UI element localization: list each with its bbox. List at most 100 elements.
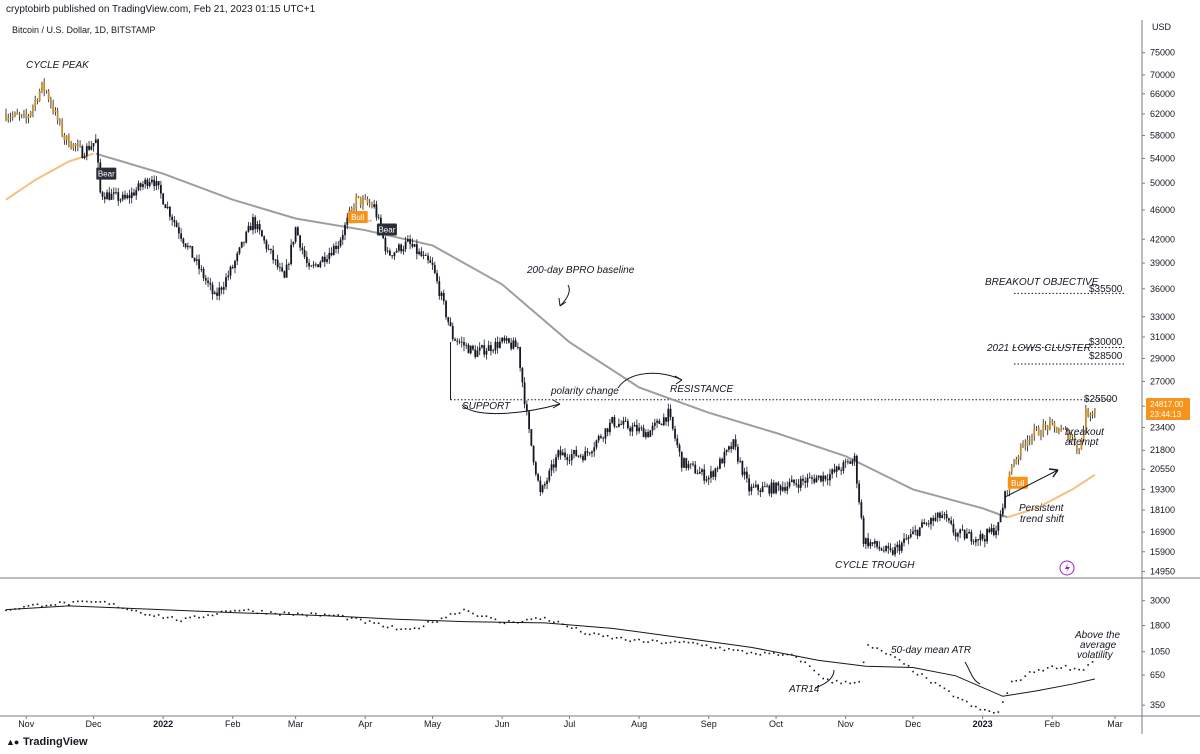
candle-body (685, 458, 688, 469)
candle-body (1026, 439, 1029, 446)
arrow-head (552, 399, 561, 409)
price-tick-label: 29000 (1150, 353, 1175, 363)
atr14-dot (939, 684, 941, 687)
candle-body (768, 485, 771, 494)
atr14-dot (112, 603, 115, 605)
candle-body (530, 429, 533, 446)
candle-body (548, 470, 551, 481)
candle-body (330, 252, 333, 256)
atr14-dot (144, 613, 146, 616)
candle-body (970, 531, 973, 542)
candle-body (43, 82, 46, 91)
candle-body (276, 259, 279, 268)
price-tick-label: 23400 (1150, 422, 1175, 432)
candle-body (775, 482, 777, 494)
candle-body (822, 475, 825, 482)
candle-body (721, 458, 724, 464)
level-label-28500: $28500 (1089, 351, 1123, 362)
candle-body (364, 198, 367, 200)
atr14-dot (81, 600, 84, 603)
candle-body (283, 271, 286, 278)
atr14-dot (148, 614, 151, 616)
candle-body (986, 529, 988, 542)
annotation-atr14: ATR14 (788, 684, 820, 695)
candle-body (525, 404, 528, 412)
candle-body (249, 226, 252, 231)
atr14-dot (458, 612, 461, 614)
lightning-bolt (1065, 563, 1070, 573)
atr14-dot (50, 604, 52, 606)
atr14-dot (243, 609, 245, 612)
candle-body (1084, 409, 1087, 430)
atr14-dot (95, 601, 97, 603)
candle-body (862, 517, 865, 545)
candle-body (184, 243, 187, 248)
price-tick-label: 46000 (1150, 205, 1175, 215)
candle-body (182, 238, 185, 244)
atr14-dot (68, 604, 70, 606)
candle-body (5, 113, 7, 120)
candle-body (478, 347, 481, 351)
atr-tick-label: 1050 (1150, 647, 1170, 657)
baseline-layer (5, 152, 1096, 519)
candle-body (739, 460, 742, 462)
candle-body (997, 522, 1000, 531)
candle-body (1078, 449, 1081, 451)
candle-body (278, 267, 281, 269)
candle-body (317, 264, 319, 268)
candle-body (321, 256, 324, 263)
atr14-dot (741, 650, 744, 652)
time-tick-label: Sep (701, 719, 717, 729)
level-label-35500: $35500 (1089, 284, 1123, 295)
candle-body (101, 192, 104, 197)
signal-tags: Bear Bull Bear Bull (96, 167, 1028, 489)
candle-body (1060, 428, 1063, 432)
candle-body (896, 544, 899, 548)
atr14-dot (889, 653, 892, 656)
candle-body (211, 284, 214, 295)
candle-body (34, 99, 37, 107)
candle-body (824, 475, 827, 480)
candle-body (433, 264, 436, 273)
annotation-arrow (1004, 469, 1059, 498)
candle-body (644, 432, 647, 438)
candle-body (1055, 426, 1058, 433)
candle-body (694, 464, 697, 474)
candle-body (730, 446, 733, 449)
candle-body (523, 382, 526, 405)
candle-body (638, 427, 641, 432)
candle-body (732, 439, 735, 449)
candle-body (927, 523, 930, 525)
candle-body (1049, 421, 1051, 430)
atr14-dot (445, 616, 447, 619)
candle-body (160, 185, 162, 194)
price-levels (450, 292, 1125, 401)
atr14-dot (247, 608, 250, 611)
candle-body (467, 344, 470, 354)
atr14-dot (238, 609, 241, 612)
atr14-dot (566, 625, 569, 628)
candle-body (564, 452, 566, 457)
candle-body (860, 502, 863, 518)
candle-body (647, 432, 649, 437)
level-label-30000: $30000 (1089, 337, 1123, 348)
annotation-arrow (964, 661, 981, 685)
candle-body (148, 182, 151, 186)
candle-body (867, 538, 870, 547)
candle-body (784, 487, 786, 491)
candle-body (1062, 428, 1065, 430)
atr14-dot (1091, 661, 1094, 663)
atr14-dot (431, 621, 434, 624)
candle-body (781, 487, 784, 491)
candle-body (602, 437, 605, 439)
candle-body (81, 146, 84, 159)
atr14-dot (723, 649, 726, 652)
candle-body (891, 550, 894, 555)
candle-body (683, 458, 685, 468)
candle-body (45, 90, 48, 92)
atr14-dot (463, 608, 465, 611)
candle-body (377, 217, 380, 219)
price-tick-label: 20550 (1150, 464, 1175, 474)
atr14-dot (966, 700, 968, 703)
tradingview-brand: TradingView (23, 736, 88, 748)
